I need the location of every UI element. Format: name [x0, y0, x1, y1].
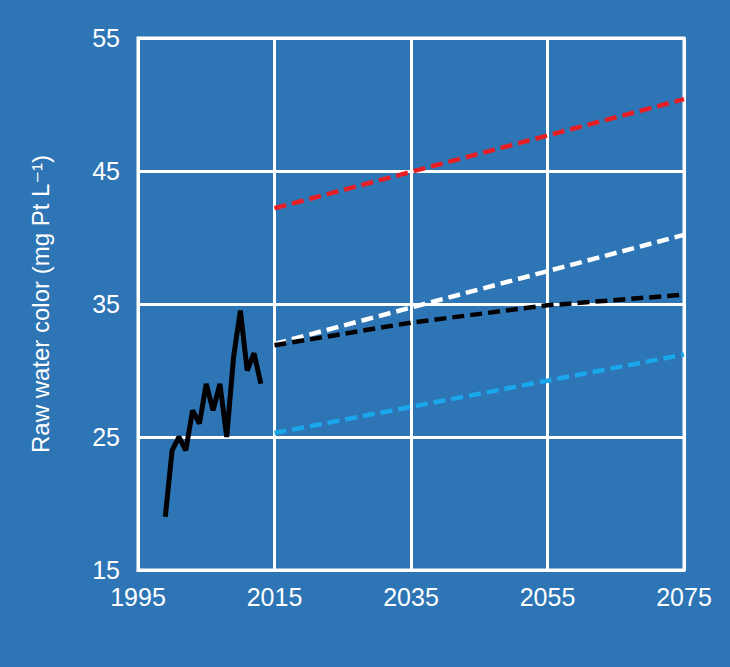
svg-text:2075: 2075 — [656, 583, 712, 611]
svg-text:25: 25 — [92, 423, 120, 451]
svg-text:35: 35 — [92, 290, 120, 318]
svg-text:45: 45 — [92, 157, 120, 185]
svg-text:55: 55 — [92, 24, 120, 52]
svg-text:2055: 2055 — [520, 583, 576, 611]
svg-text:2035: 2035 — [383, 583, 439, 611]
svg-text:15: 15 — [92, 556, 120, 584]
svg-text:Raw water color (mg Pt L⁻¹): Raw water color (mg Pt L⁻¹) — [27, 155, 54, 453]
svg-text:2015: 2015 — [247, 583, 303, 611]
svg-text:1995: 1995 — [110, 583, 166, 611]
